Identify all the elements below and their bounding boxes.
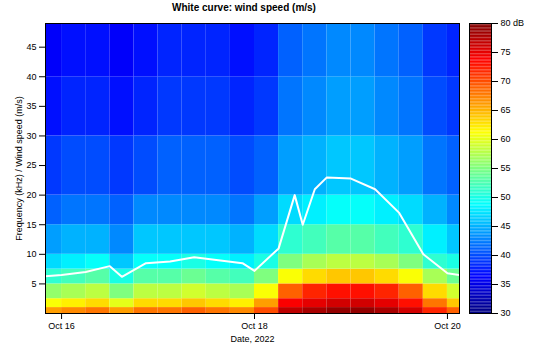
svg-text:Frequency (kHz) / Wind speed (: Frequency (kHz) / Wind speed (m/s): [14, 96, 24, 241]
svg-text:25: 25: [26, 160, 36, 170]
svg-text:40: 40: [501, 250, 511, 260]
svg-text:Oct 18: Oct 18: [241, 321, 268, 331]
svg-text:20: 20: [26, 190, 36, 200]
svg-text:70: 70: [501, 76, 511, 86]
svg-text:40: 40: [26, 72, 36, 82]
svg-text:45: 45: [26, 42, 36, 52]
svg-text:Oct 16: Oct 16: [48, 321, 75, 331]
svg-text:35: 35: [26, 101, 36, 111]
svg-text:55: 55: [501, 163, 511, 173]
svg-text:75: 75: [501, 47, 511, 57]
svg-text:80 dB: 80 dB: [501, 18, 525, 28]
svg-text:60: 60: [501, 134, 511, 144]
svg-text:30: 30: [501, 308, 511, 318]
svg-text:5: 5: [31, 279, 36, 289]
svg-text:65: 65: [501, 105, 511, 115]
svg-text:30: 30: [26, 131, 36, 141]
svg-text:35: 35: [501, 279, 511, 289]
svg-text:10: 10: [26, 249, 36, 259]
svg-text:Oct 20: Oct 20: [434, 321, 461, 331]
html-text:White curve: wind speed (m/s): White curve: wind speed (m/s): [172, 2, 316, 13]
svg-text:15: 15: [26, 220, 36, 230]
svg-text:50: 50: [501, 192, 511, 202]
svg-text:45: 45: [501, 221, 511, 231]
svg-text:Date, 2022: Date, 2022: [230, 334, 274, 344]
